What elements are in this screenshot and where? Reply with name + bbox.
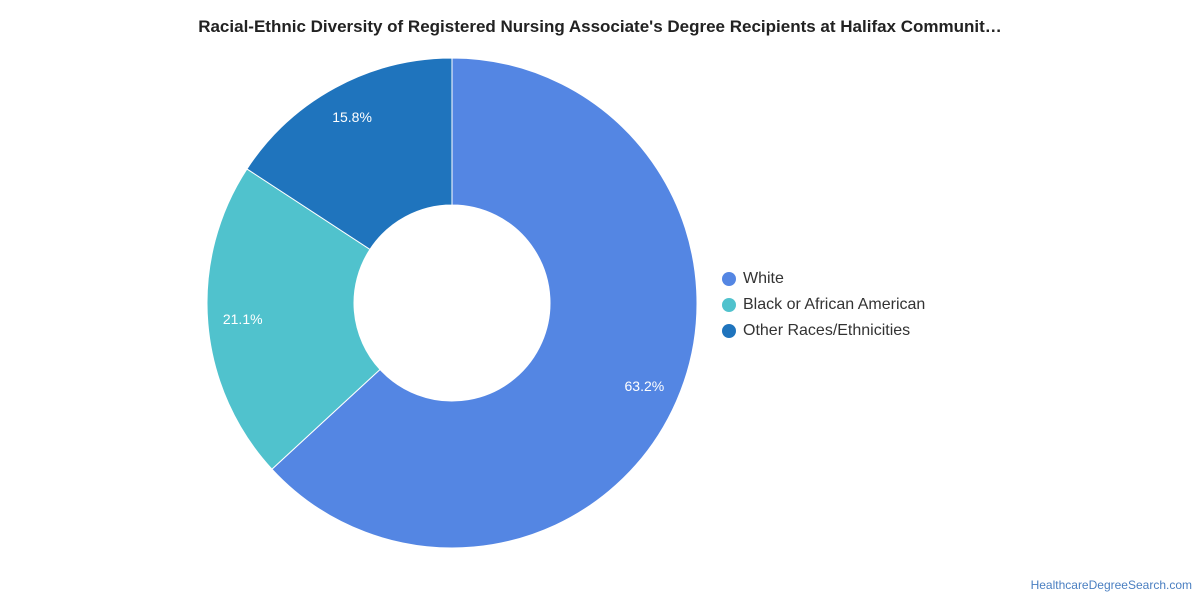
legend-swatch-0: [722, 272, 736, 286]
source-credit-link[interactable]: HealthcareDegreeSearch.com: [1030, 578, 1192, 592]
donut-slice-1[interactable]: [206, 168, 381, 470]
legend-swatch-2: [722, 324, 736, 338]
legend-item-0[interactable]: White: [722, 266, 925, 292]
slice-value-label-0: 63.2%: [625, 378, 665, 394]
donut-slice-2[interactable]: [246, 57, 453, 251]
chart-legend: White Black or African American Other Race…: [722, 266, 925, 344]
slice-value-label-1: 21.1%: [223, 311, 263, 327]
legend-label-0: White: [743, 270, 784, 287]
chart-title: Racial-Ethnic Diversity of Registered Nu…: [198, 17, 1002, 36]
legend-item-2[interactable]: Other Races/Ethnicities: [722, 318, 925, 344]
legend-swatch-1: [722, 298, 736, 312]
legend-item-1[interactable]: Black or African American: [722, 292, 925, 318]
slice-value-label-2: 15.8%: [332, 109, 372, 125]
donut-slice-0[interactable]: [271, 57, 698, 549]
legend-label-1: Black or African American: [743, 296, 926, 313]
legend-label-2: Other Races/Ethnicities: [743, 322, 911, 339]
